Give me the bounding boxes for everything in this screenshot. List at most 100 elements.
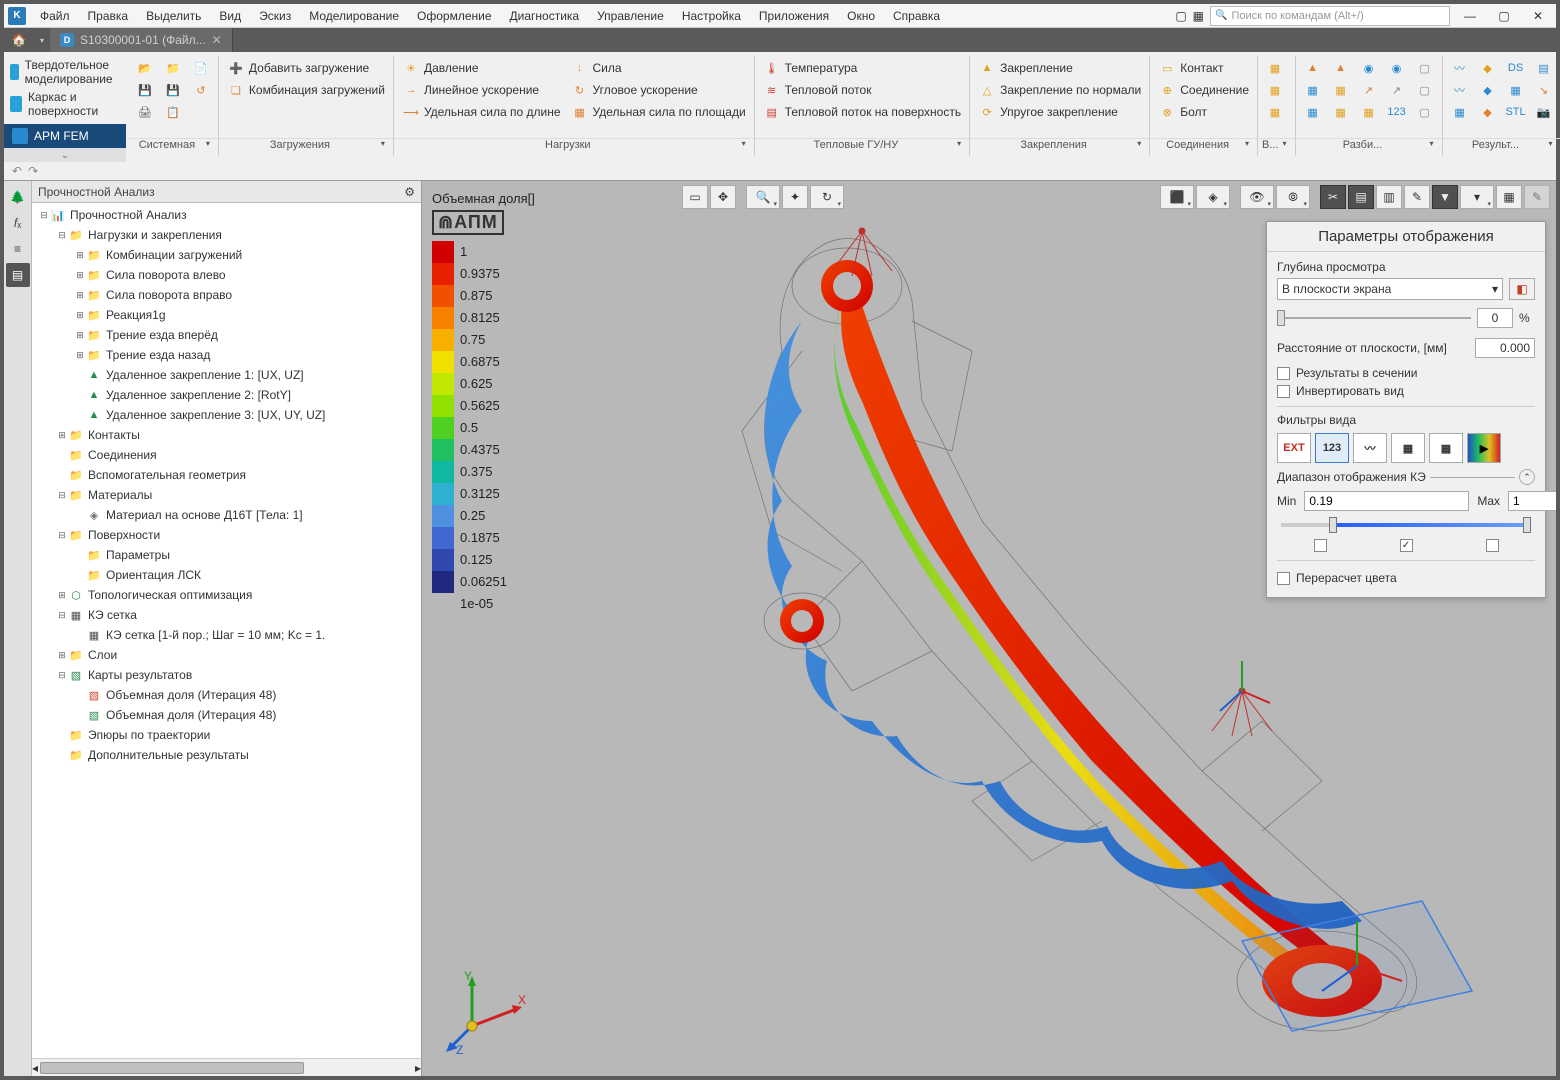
side-fx-icon[interactable]: fₓ (6, 211, 30, 235)
ribbon-📋[interactable]: 📋 (162, 102, 184, 122)
close-button[interactable]: ✕ (1524, 7, 1552, 25)
check-b[interactable]: ✓ (1400, 539, 1413, 552)
ribbon-DS[interactable]: DS (1505, 58, 1527, 78)
ribbon-📁[interactable]: 📁 (162, 58, 184, 78)
tree-hscroll[interactable]: ◂ ▸ (32, 1058, 421, 1076)
ribbon-↗[interactable]: ↗ (1386, 80, 1408, 100)
ribbon-📂[interactable]: 📂 (134, 58, 156, 78)
viewport-3d[interactable]: ▭ ✥ 🔍 ✦ ↻ ⬛ ◈ 👁 ⦾ ✂ ▤ ▥ ✎ ▼ ▾ (422, 181, 1556, 1076)
ribbon-▦[interactable]: ▦ (1505, 80, 1527, 100)
ribbon-Температура[interactable]: 🌡Температура (761, 58, 963, 78)
redo-button[interactable]: ↷ (28, 164, 38, 178)
ribbon-Упругое закрепление[interactable]: ⟳Упругое закрепление (976, 102, 1143, 122)
tree-node[interactable]: ⊞📁Комбинации загружений (32, 245, 421, 265)
menu-Выделить[interactable]: Выделить (138, 6, 209, 26)
menu-Оформление[interactable]: Оформление (409, 6, 499, 26)
filter-123[interactable]: 123 (1315, 433, 1349, 463)
ribbon-▦[interactable]: ▦ (1449, 102, 1471, 122)
side-tree-icon[interactable]: 🌲 (6, 185, 30, 209)
dist-input[interactable]: 0.000 (1475, 338, 1535, 358)
ribbon-▢[interactable]: ▢ (1414, 58, 1436, 78)
ribbon-◆[interactable]: ◆ (1477, 102, 1499, 122)
ribbon-▲[interactable]: ▲ (1330, 58, 1352, 78)
mode-Твердотельное моделирование[interactable]: Твердотельное моделирование (10, 56, 120, 88)
mode-Каркас и поверхности[interactable]: Каркас и поверхности (10, 88, 120, 120)
vp-d7-icon[interactable]: ✎ (1524, 185, 1550, 209)
ribbon-◆[interactable]: ◆ (1477, 80, 1499, 100)
mode-expand[interactable]: ⌄ (4, 148, 126, 162)
ribbon-Тепловой поток на поверхность[interactable]: ▤Тепловой поток на поверхность (761, 102, 963, 122)
command-search[interactable]: Поиск по командам (Alt+/) (1210, 6, 1450, 26)
group-dd-Тепловые ГУ/НУ[interactable]: ▾ (953, 139, 965, 154)
tree-node[interactable]: ⊟📁Нагрузки и закрепления (32, 225, 421, 245)
filter-▦[interactable]: ▦ (1391, 433, 1425, 463)
min-input[interactable] (1304, 491, 1469, 511)
ribbon-Удельная сила по длине[interactable]: ⟶Удельная сила по длине (400, 102, 563, 122)
depth-slider[interactable] (1277, 310, 1471, 326)
group-dd-В...[interactable]: ▾ (1279, 139, 1291, 154)
tree-node[interactable]: ⊟▧Карты результатов (32, 665, 421, 685)
ribbon-↺[interactable]: ↺ (190, 80, 212, 100)
ribbon-▦[interactable]: ▦ (1302, 102, 1324, 122)
ribbon-Линейное ускорение[interactable]: →Линейное ускорение (400, 80, 563, 100)
menu-Приложения[interactable]: Приложения (751, 6, 837, 26)
ribbon-💾[interactable]: 💾 (162, 80, 184, 100)
menu-Диагностика[interactable]: Диагностика (502, 6, 588, 26)
check-invert[interactable] (1277, 385, 1290, 398)
group-dd-Результ...[interactable]: ▾ (1545, 139, 1557, 154)
filter-▶[interactable]: ▶ (1467, 433, 1501, 463)
tree-node[interactable]: ▦КЭ сетка [1-й пор.; Шаг = 10 мм; Kc = 1… (32, 625, 421, 645)
ribbon-▦[interactable]: ▦ (1264, 102, 1286, 122)
minimize-button[interactable]: — (1456, 7, 1484, 25)
document-close[interactable]: ✕ (212, 33, 222, 47)
tree-node[interactable]: ▧Объемная доля (Итерация 48) (32, 685, 421, 705)
side-list-icon[interactable]: ≡ (6, 237, 30, 261)
menu-Эскиз[interactable]: Эскиз (251, 6, 299, 26)
ribbon-Соединение[interactable]: ⊕Соединение (1156, 80, 1251, 100)
ribbon-◉[interactable]: ◉ (1358, 58, 1380, 78)
tree-node[interactable]: 📁Вспомогательная геометрия (32, 465, 421, 485)
ribbon-◆[interactable]: ◆ (1477, 58, 1499, 78)
ribbon-〰[interactable]: 〰 (1449, 58, 1471, 78)
tree-node[interactable]: ⊟📁Поверхности (32, 525, 421, 545)
check-recolor[interactable] (1277, 572, 1290, 585)
tree-node[interactable]: ▧Объемная доля (Итерация 48) (32, 705, 421, 725)
undo-button[interactable]: ↶ (12, 164, 22, 178)
tree-settings-icon[interactable]: ⚙ (404, 185, 415, 199)
group-dd-Загружения[interactable]: ▾ (377, 139, 389, 154)
ribbon-Контакт[interactable]: ▭Контакт (1156, 58, 1251, 78)
tree-node[interactable]: ⊞📁Слои (32, 645, 421, 665)
menu-Правка[interactable]: Правка (80, 6, 137, 26)
ribbon-Тепловой поток[interactable]: ≋Тепловой поток (761, 80, 963, 100)
max-input[interactable] (1508, 491, 1556, 511)
tree-node[interactable]: ⊞⬡Топологическая оптимизация (32, 585, 421, 605)
plane-cube-button[interactable]: ◧ (1509, 278, 1535, 300)
ribbon-▤[interactable]: ▤ (1533, 58, 1555, 78)
ribbon-▲[interactable]: ▲ (1302, 58, 1324, 78)
mode-active[interactable]: APM FEM (4, 124, 126, 148)
ribbon-Болт[interactable]: ⊗Болт (1156, 102, 1251, 122)
range-collapse[interactable]: ⌃ (1519, 469, 1535, 485)
ribbon-▦[interactable]: ▦ (1330, 80, 1352, 100)
tree-node[interactable]: 📁Эпюры по траектории (32, 725, 421, 745)
filter-〰[interactable]: 〰 (1353, 433, 1387, 463)
tree-node[interactable]: ⊟▦КЭ сетка (32, 605, 421, 625)
group-dd-Системная[interactable]: ▾ (202, 139, 214, 154)
check-section[interactable] (1277, 367, 1290, 380)
tree-node[interactable]: ⊞📁Трение езда назад (32, 345, 421, 365)
ribbon-Сила[interactable]: ↓Сила (569, 58, 748, 78)
ribbon-Удельная сила по площади[interactable]: ▦Удельная сила по площади (569, 102, 748, 122)
depth-value[interactable]: 0 (1477, 308, 1513, 328)
maximize-button[interactable]: ▢ (1490, 7, 1518, 25)
ribbon-📷[interactable]: 📷 (1533, 102, 1555, 122)
tree-node[interactable]: ▲Удаленное закрепление 3: [UX, UY, UZ] (32, 405, 421, 425)
tree-node[interactable]: ⊞📁Трение езда вперёд (32, 325, 421, 345)
home-button[interactable]: 🏠 (4, 28, 34, 52)
menu-Окно[interactable]: Окно (839, 6, 883, 26)
ribbon-STL[interactable]: STL (1505, 102, 1527, 122)
ribbon-〰[interactable]: 〰 (1449, 80, 1471, 100)
tree-node[interactable]: ▲Удаленное закрепление 2: [RotY] (32, 385, 421, 405)
group-dd-Нагрузки[interactable]: ▾ (738, 139, 750, 154)
tree-node[interactable]: 📁Параметры (32, 545, 421, 565)
ribbon-Закрепление по нормали[interactable]: △Закрепление по нормали (976, 80, 1143, 100)
